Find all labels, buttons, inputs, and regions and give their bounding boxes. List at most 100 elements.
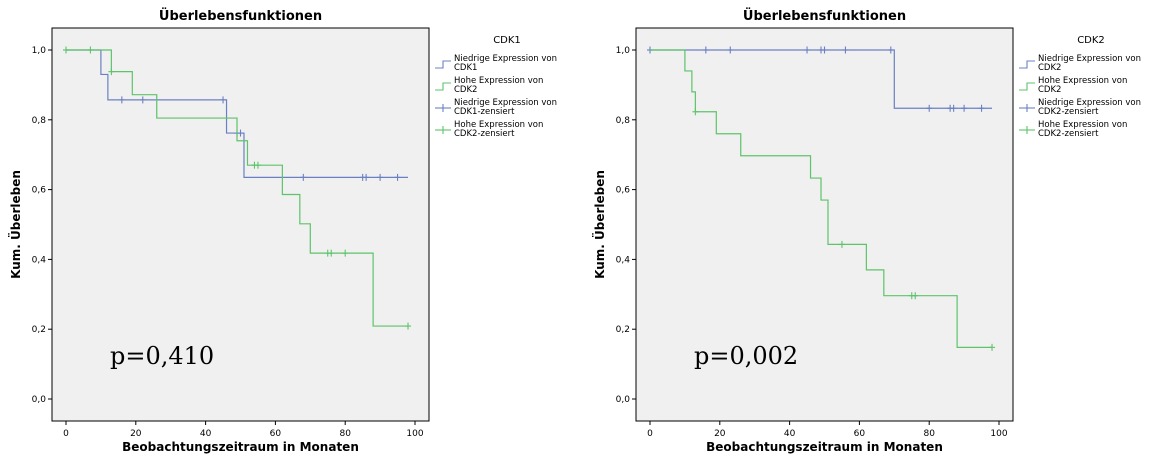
x-tick-label: 20 (130, 429, 142, 439)
legend-label-3: Hohe Expression von (1038, 120, 1127, 130)
legend-label-0: Niedrige Expression von (1038, 54, 1141, 64)
censor-mark-0 (300, 173, 307, 181)
y-tick-label: 0,2 (616, 325, 630, 335)
survival-chart-cdk1: Überlebensfunktionen 0,0 0,2 0,4 0,6 0,8 1,0 0 2… (8, 8, 557, 454)
legend-symbol-0 (435, 60, 451, 69)
censor-mark-1 (108, 68, 115, 76)
x-tick-label: 100 (406, 429, 423, 439)
y-tick-label: 1,0 (616, 46, 631, 56)
chart-title: Überlebensfunktionen (159, 8, 322, 24)
x-tick-label: 60 (854, 429, 866, 439)
censor-mark-0 (377, 173, 384, 181)
y-tick-label: 0,6 (32, 186, 47, 196)
y-tick-label: 0,8 (616, 116, 631, 126)
censor-mark-0 (237, 129, 244, 137)
legend-label-3: CDK2-zensiert (454, 129, 515, 139)
chart-cdk1-svg: Überlebensfunktionen 0,0 0,2 0,4 0,6 0,8 1,0 0 2… (8, 8, 557, 454)
legend-label-2: Niedrige Expression von (1038, 98, 1141, 108)
censor-mark-1 (912, 292, 919, 300)
x-axis-label: Beobachtungszeitraum in Monaten (122, 440, 359, 454)
legend-step-line (1019, 60, 1035, 69)
censor-mark-0 (118, 96, 125, 104)
y-tick-label: 0,4 (616, 255, 631, 265)
censor-mark-0 (978, 104, 985, 112)
y-tick-label: 0,0 (32, 395, 47, 405)
chart-title: Überlebensfunktionen (743, 8, 906, 24)
legend-label-1: CDK2 (1038, 85, 1061, 95)
y-tick-label: 1,0 (32, 46, 47, 56)
p-value-annotation: p=0,410 (110, 342, 214, 370)
x-tick-label: 0 (647, 429, 653, 439)
series-line-1 (650, 49, 993, 348)
x-tick-label: 80 (339, 429, 351, 439)
censor-mark-0 (821, 46, 828, 54)
legend-step-line (435, 82, 451, 91)
legend-symbol-1 (1019, 82, 1035, 91)
legend-label-3: Hohe Expression von (454, 120, 543, 130)
survival-chart-cdk2: Überlebensfunktionen 0,0 0,2 0,4 0,6 0,8 1,0 0 2… (584, 0, 1168, 457)
y-tick-label: 0,4 (32, 255, 47, 265)
censor-mark-0 (926, 104, 933, 112)
censor-mark-0 (702, 46, 709, 54)
x-tick-label: 0 (63, 429, 69, 439)
censor-mark-0 (363, 173, 370, 181)
censor-mark-1 (87, 46, 94, 54)
y-axis-label: Kum. Überleben (8, 170, 23, 279)
legend-symbol-2 (1019, 104, 1035, 112)
legend-label-2: CDK1-zensiert (454, 107, 515, 117)
legend-symbol-1 (435, 82, 451, 91)
legend-symbol-3 (1019, 126, 1035, 134)
censor-mark-0 (394, 173, 401, 181)
series-line-1 (66, 49, 409, 327)
x-tick-label: 60 (270, 429, 282, 439)
chart-cdk2-svg: Überlebensfunktionen 0,0 0,2 0,4 0,6 0,8 1,0 0 2… (592, 8, 1141, 454)
legend-label-2: Niedrige Expression von (454, 98, 557, 108)
legend-title: CDK1 (493, 35, 521, 46)
legend-label-1: CDK2 (454, 85, 477, 95)
series-line-0 (66, 49, 409, 178)
y-tick-label: 0,8 (32, 116, 47, 126)
censor-mark-1 (405, 322, 412, 330)
legend-label-1: Hohe Expression von (454, 76, 543, 86)
censor-mark-0 (727, 46, 734, 54)
x-tick-label: 80 (923, 429, 935, 439)
censor-mark-1 (254, 161, 261, 169)
legend-label-0: CDK1 (454, 63, 477, 73)
legend-step-line (1019, 82, 1035, 91)
legend-label-0: Niedrige Expression von (454, 54, 557, 64)
legend-label-1: Hohe Expression von (1038, 76, 1127, 86)
x-tick-label: 20 (714, 429, 726, 439)
censor-mark-1 (692, 108, 699, 116)
y-axis-label: Kum. Überleben (592, 170, 607, 279)
x-tick-label: 40 (784, 429, 796, 439)
legend-symbol-2 (435, 104, 451, 112)
censor-mark-0 (220, 96, 227, 104)
censor-mark-1 (328, 249, 335, 257)
plot-area (635, 27, 1014, 422)
series-line-0 (650, 49, 993, 109)
censor-mark-0 (887, 46, 894, 54)
p-value-annotation: p=0,002 (694, 342, 798, 370)
plot-area (51, 27, 430, 422)
legend-label-2: CDK2-zensiert (1038, 107, 1099, 117)
legend-symbol-0 (1019, 60, 1035, 69)
y-tick-label: 0,2 (32, 325, 46, 335)
y-tick-label: 0,6 (616, 186, 631, 196)
legend-label-3: CDK2-zensiert (1038, 129, 1099, 139)
x-tick-label: 100 (990, 429, 1007, 439)
legend-step-line (435, 60, 451, 69)
legend-title: CDK2 (1077, 35, 1105, 46)
censor-mark-0 (950, 104, 957, 112)
censor-mark-1 (342, 249, 349, 257)
censor-mark-1 (838, 240, 845, 248)
x-axis-label: Beobachtungszeitraum in Monaten (706, 440, 943, 454)
legend-label-0: CDK2 (1038, 63, 1061, 73)
x-tick-label: 40 (200, 429, 212, 439)
censor-mark-1 (63, 46, 69, 54)
censor-mark-0 (961, 104, 968, 112)
censor-mark-1 (989, 343, 996, 351)
censor-mark-0 (842, 46, 849, 54)
legend-symbol-3 (435, 126, 451, 134)
censor-mark-0 (804, 46, 811, 54)
y-tick-label: 0,0 (616, 395, 631, 405)
